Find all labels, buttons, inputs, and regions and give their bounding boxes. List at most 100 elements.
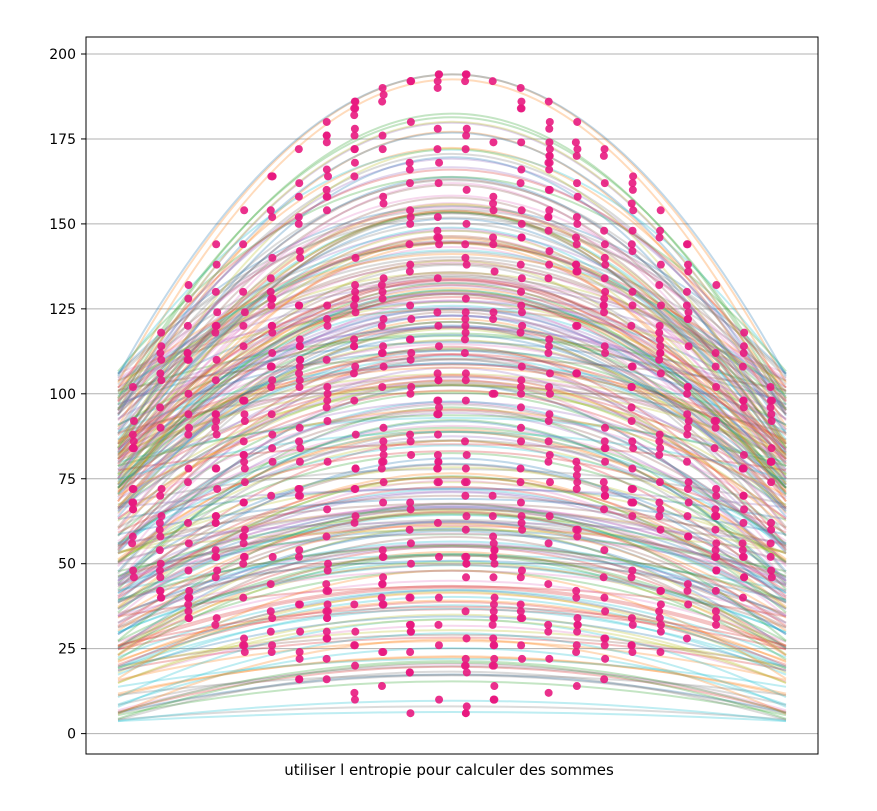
data-point: [211, 410, 220, 419]
data-point: [462, 668, 471, 677]
data-point: [545, 389, 554, 398]
data-point: [712, 484, 721, 493]
data-point: [406, 430, 415, 439]
data-point: [489, 206, 498, 215]
series-line: [117, 292, 787, 382]
data-point: [295, 675, 304, 684]
data-point: [573, 464, 582, 473]
data-point: [156, 491, 165, 500]
data-point: [627, 498, 636, 507]
series-line: [117, 552, 787, 643]
data-point: [240, 464, 249, 473]
series-line: [117, 414, 787, 467]
data-point: [323, 396, 332, 405]
series-line: [117, 450, 787, 534]
series-line: [117, 259, 787, 421]
data-point: [322, 165, 331, 174]
data-point: [490, 682, 499, 691]
series-line: [117, 657, 787, 688]
data-point: [295, 552, 304, 561]
data-point: [462, 634, 471, 643]
data-point: [184, 539, 193, 548]
data-point: [461, 145, 470, 154]
data-point: [712, 614, 721, 623]
data-point: [544, 342, 553, 351]
data-point: [434, 641, 443, 650]
series-line: [117, 166, 787, 401]
data-point: [157, 355, 166, 364]
data-point: [656, 600, 665, 609]
data-point: [627, 383, 636, 392]
data-point: [573, 321, 582, 330]
data-point: [462, 478, 471, 487]
series-line: [117, 485, 787, 600]
data-point: [683, 410, 692, 419]
data-point: [323, 321, 332, 330]
series-line: [117, 428, 787, 563]
data-point: [239, 498, 248, 507]
data-point: [767, 573, 776, 582]
series-line: [117, 529, 787, 553]
data-point: [350, 695, 359, 704]
data-point: [295, 369, 304, 378]
data-point: [489, 199, 498, 208]
data-point: [601, 634, 610, 643]
data-point: [211, 512, 220, 521]
data-point: [405, 267, 414, 276]
series-line: [117, 408, 787, 520]
data-point: [407, 559, 416, 568]
y-tick-label: 125: [49, 302, 76, 318]
data-point: [629, 444, 638, 453]
data-point: [350, 124, 359, 133]
y-tick-label: 150: [49, 217, 76, 233]
y-axis: 0 25 50 75 100 125 150 175 200: [49, 47, 86, 743]
data-point: [322, 138, 331, 147]
data-point: [405, 165, 414, 174]
series-line: [117, 416, 787, 464]
data-point: [322, 206, 331, 215]
data-point: [600, 253, 609, 262]
data-point: [572, 457, 581, 466]
series-line: [117, 130, 787, 428]
series-line: [117, 374, 787, 530]
data-point: [156, 573, 165, 582]
data-point: [322, 403, 331, 412]
data-point: [268, 376, 277, 385]
data-point: [378, 294, 387, 303]
series-line: [117, 353, 787, 460]
data-point: [600, 294, 609, 303]
data-point: [433, 213, 442, 222]
data-point: [350, 301, 359, 310]
data-point: [184, 294, 193, 303]
data-point: [545, 206, 554, 215]
series-line: [117, 168, 787, 389]
data-point: [573, 145, 582, 154]
series-line: [117, 665, 787, 706]
data-point: [740, 328, 749, 337]
data-point: [295, 376, 304, 385]
data-point: [600, 505, 609, 514]
data-point: [323, 634, 332, 643]
data-point: [600, 484, 609, 493]
data-point: [296, 627, 305, 636]
series-line: [117, 403, 787, 548]
series-line: [117, 542, 787, 617]
series-line: [117, 366, 787, 442]
series-line: [117, 237, 787, 502]
data-point: [489, 552, 498, 561]
data-point: [406, 593, 415, 602]
data-point: [710, 416, 719, 425]
series-line: [117, 292, 787, 515]
series-line: [117, 592, 787, 664]
data-point: [462, 124, 471, 133]
data-point: [433, 308, 442, 317]
data-point: [268, 253, 277, 262]
data-point: [461, 396, 470, 405]
series-line: [117, 347, 787, 467]
data-point: [461, 709, 470, 718]
data-point: [407, 627, 416, 636]
series-line: [117, 481, 787, 555]
data-point: [350, 484, 359, 493]
data-point: [656, 206, 665, 215]
data-point: [544, 158, 553, 167]
